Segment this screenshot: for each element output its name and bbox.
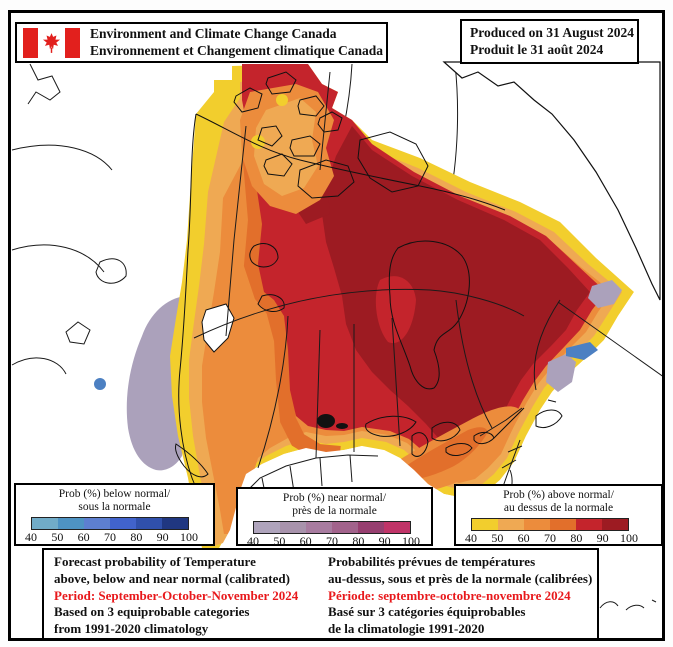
- legend-tick-label: 60: [299, 534, 312, 548]
- legend-color-segment: [358, 522, 384, 533]
- footer-text-line: Based on 3 equiprobable categories: [54, 604, 250, 620]
- legend-color-segment: [472, 519, 498, 530]
- legend-color-segment: [602, 519, 628, 530]
- legend-below-normal: Prob (%) below normal/ sous la normale 4…: [14, 483, 215, 546]
- legend-colorbar-above: [471, 518, 629, 531]
- legend-color-segment: [58, 518, 84, 529]
- legend-tick-label: 70: [326, 534, 338, 548]
- legend-tick-label: 80: [570, 531, 583, 545]
- legend-tick-label: 50: [51, 530, 64, 544]
- legend-tick-label: 40: [247, 534, 259, 548]
- legend-tick-label: 50: [491, 531, 504, 545]
- legend-tick-label: 90: [378, 534, 391, 548]
- legend-color-segment: [32, 518, 58, 529]
- legend-color-segment: [498, 519, 524, 530]
- footer-text-line: Basé sur 3 catégories équiprobables: [328, 604, 526, 620]
- produced-date-en: Produced on 31 August 2024: [470, 25, 635, 40]
- agency-name: Environment and Climate Change Canada En…: [90, 26, 383, 59]
- legend-tick-label: 70: [544, 531, 556, 545]
- legend-color-segment: [384, 522, 410, 533]
- legend-colorbar-below: [31, 517, 189, 530]
- legend-color-segment: [162, 518, 188, 529]
- legend-tick-label: 50: [273, 534, 286, 548]
- legend-color-segment: [306, 522, 332, 533]
- legend-color-segment: [280, 522, 306, 533]
- legend-title-fr: sous la normale: [78, 500, 151, 513]
- legend-ticks-above: 40 50 60 70 80 90 100: [465, 531, 638, 545]
- legend-color-segment: [136, 518, 162, 529]
- legend-near-normal: Prob (%) near normal/ près de la normale…: [236, 487, 433, 548]
- legend-color-segment: [576, 519, 602, 530]
- legend-title-fr: au dessus de la normale: [503, 501, 614, 514]
- legend-color-segment: [110, 518, 136, 529]
- legend-ticks-near: 40 50 60 70 80 90 100: [247, 534, 420, 548]
- agency-name-en: Environment and Climate Change Canada: [90, 26, 337, 41]
- forecast-description-box: Forecast probability of Temperature above…: [42, 548, 599, 638]
- produced-date-box: Produced on 31 August 2024 Produit le 31…: [460, 19, 639, 64]
- legend-ticks-below: 40 50 60 70 80 90 100: [25, 530, 198, 544]
- legend-tick-label: 90: [596, 531, 609, 545]
- footer-text-line: from 1991-2020 climatology: [54, 621, 209, 637]
- legend-above-normal: Prob (%) above normal/ au dessus de la n…: [454, 484, 662, 546]
- legend-tick-label: 100: [180, 530, 198, 544]
- canada-probability-map: [11, 13, 662, 638]
- legend-color-segment: [332, 522, 358, 533]
- legend-color-segment: [84, 518, 110, 529]
- produced-date-fr: Produit le 31 août 2024: [470, 42, 604, 57]
- legend-color-segment: [550, 519, 576, 530]
- legend-tick-label: 60: [77, 530, 90, 544]
- footer-text-line: Probabilités prévues de températures: [328, 554, 536, 569]
- legend-tick-label: 80: [130, 530, 143, 544]
- footer-text-line: Period: September-October-November 2024: [54, 587, 299, 603]
- legend-tick-label: 80: [352, 534, 365, 548]
- legend-colorbar-near: [253, 521, 411, 534]
- legend-tick-label: 40: [465, 531, 477, 545]
- legend-tick-label: 100: [402, 534, 420, 548]
- legend-color-segment: [524, 519, 550, 530]
- legend-tick-label: 70: [104, 530, 116, 544]
- legend-tick-label: 90: [156, 530, 169, 544]
- legend-title-en: Prob (%) above normal/: [503, 489, 614, 501]
- legend-tick-label: 60: [517, 531, 530, 545]
- agency-header-box: Environment and Climate Change Canada En…: [15, 22, 388, 63]
- legend-tick-label: 100: [620, 531, 638, 545]
- footer-text-line: Forecast probability of Temperature: [54, 554, 256, 569]
- legend-tick-label: 40: [25, 530, 37, 544]
- legend-color-segment: [254, 522, 280, 533]
- footer-text-line: de la climatologie 1991-2020: [328, 621, 485, 637]
- footer-english-column: Forecast probability of Temperature above…: [54, 554, 298, 638]
- footer-french-column: Probabilités prévues de températures au-d…: [328, 554, 592, 638]
- footer-text-line: Période: septembre-octobre-novembre 2024: [328, 587, 571, 603]
- footer-text-line: au-dessus, sous et près de la normale (c…: [328, 570, 593, 586]
- legend-title-en: Prob (%) near normal/: [282, 492, 387, 504]
- map-frame: Environment and Climate Change Canada En…: [8, 10, 665, 641]
- footer-text-line: above, below and near normal (calibrated…: [54, 570, 290, 586]
- legend-title-en: Prob (%) below normal/: [58, 488, 171, 500]
- legend-title-fr: près de la normale: [292, 504, 377, 517]
- canada-flag-icon: [23, 27, 80, 58]
- agency-name-fr: Environnement et Changement climatique C…: [90, 42, 384, 58]
